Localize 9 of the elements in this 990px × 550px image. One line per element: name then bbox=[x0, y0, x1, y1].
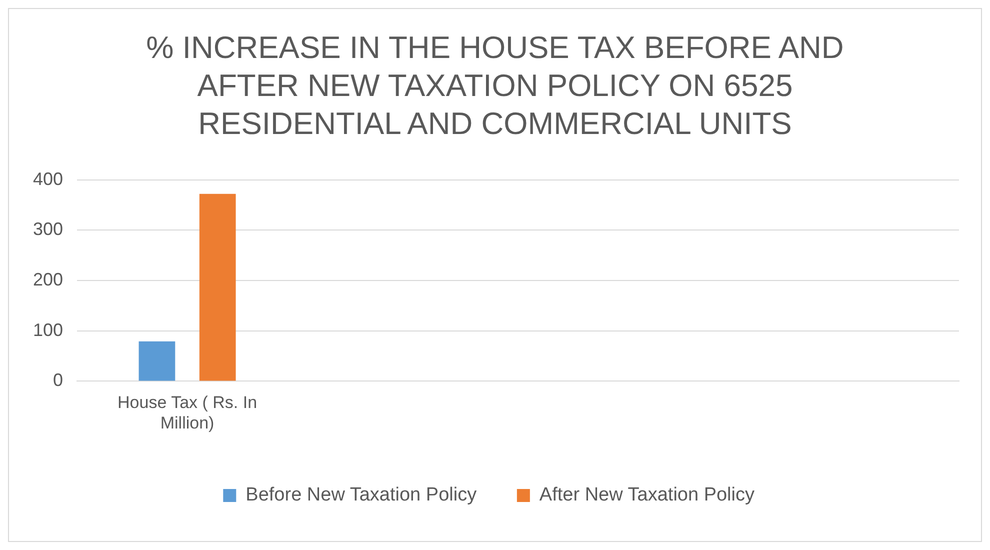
x-tick-label: House Tax ( Rs. In Million) bbox=[118, 393, 258, 432]
legend-label: Before New Taxation Policy bbox=[246, 484, 478, 506]
y-tick-label: 400 bbox=[32, 168, 64, 189]
chart-title: % INCREASE IN THE HOUSE TAX BEFORE AND AFTER NEW TAXATION POLICY ON 6525 RESIDENTIAL AND COMMERCIAL UNITS bbox=[145, 29, 845, 143]
y-tick-label: 300 bbox=[32, 219, 64, 240]
y-tick-label: 100 bbox=[32, 320, 64, 340]
y-tick-label: 0 bbox=[53, 370, 64, 390]
y-tick-label: 200 bbox=[32, 269, 64, 290]
legend-label: After New Taxation Policy bbox=[539, 484, 756, 506]
